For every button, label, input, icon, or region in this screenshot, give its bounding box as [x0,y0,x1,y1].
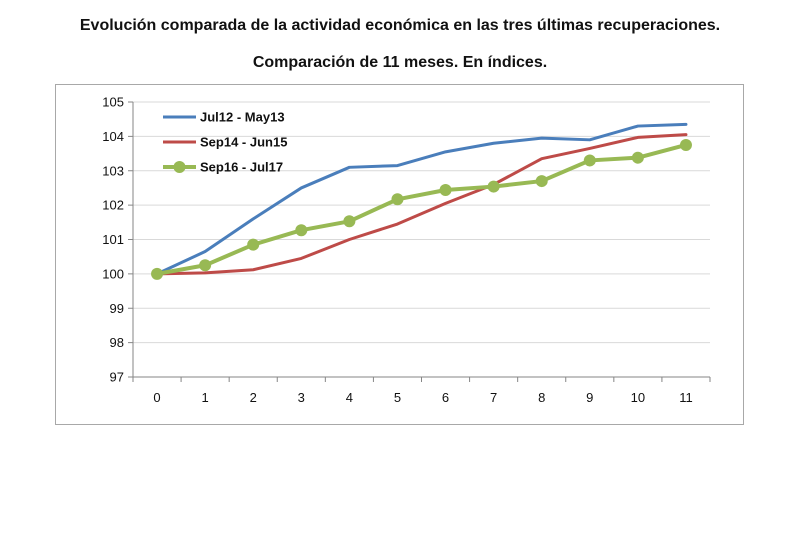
y-tick-label: 99 [110,301,124,316]
x-tick-label: 2 [250,390,257,405]
series-3-point [343,215,356,228]
y-tick-label: 100 [102,266,124,281]
y-tick-label: 105 [102,95,124,110]
series-3-point [247,238,260,251]
legend-label: Sep14 - Jun15 [200,135,287,150]
x-tick-label: 3 [298,390,305,405]
line-chart: 97 98 99 100 101 102 103 104 105 0 1 2 3 4 5 6 7 8 9 10 11 Ju… [102,95,711,405]
series-3-point [487,180,500,193]
x-tick-label: 1 [202,390,209,405]
series-line-1 [155,122,688,276]
series-3-point [439,184,452,196]
y-tick-label: 97 [110,370,124,385]
series-3-point [295,224,308,237]
x-tick-label: 8 [538,390,545,405]
series-3-point [535,175,548,188]
y-tick-label: 102 [102,198,124,213]
series-line-2 [155,133,688,276]
series-line-3 [155,142,688,276]
series-3-point [151,267,164,280]
series-3-point [391,193,404,206]
legend-label: Jul12 - May13 [200,110,285,125]
x-tick-label: 7 [490,390,497,405]
y-tick-label: 98 [110,335,124,350]
chart-area: 97 98 99 100 101 102 103 104 105 0 1 2 3 4 5 6 7 8 9 10 11 Ju… [55,84,744,425]
x-tick-label: 0 [153,390,160,405]
series-3-point [583,154,596,167]
y-tick-label: 104 [102,129,124,144]
legend-label: Sep16 - Jul17 [200,160,283,175]
y-tick-label: 101 [102,232,124,247]
x-tick-label: 5 [394,390,401,405]
x-tick-label: 6 [442,390,449,405]
x-tick-label: 11 [679,390,693,405]
x-tick-label: 9 [586,390,593,405]
chart-title: Evolución comparada de la actividad econ… [79,17,721,34]
y-tick-label: 103 [102,163,124,178]
series-3-point [199,259,212,272]
chart-subtitle: Comparación de 11 meses. En índices. [252,54,548,71]
x-tick-label: 10 [631,390,645,405]
series-3-point [679,138,692,151]
legend-marker [173,161,186,173]
series-3-point [631,151,644,164]
x-tick-label: 4 [346,390,353,405]
